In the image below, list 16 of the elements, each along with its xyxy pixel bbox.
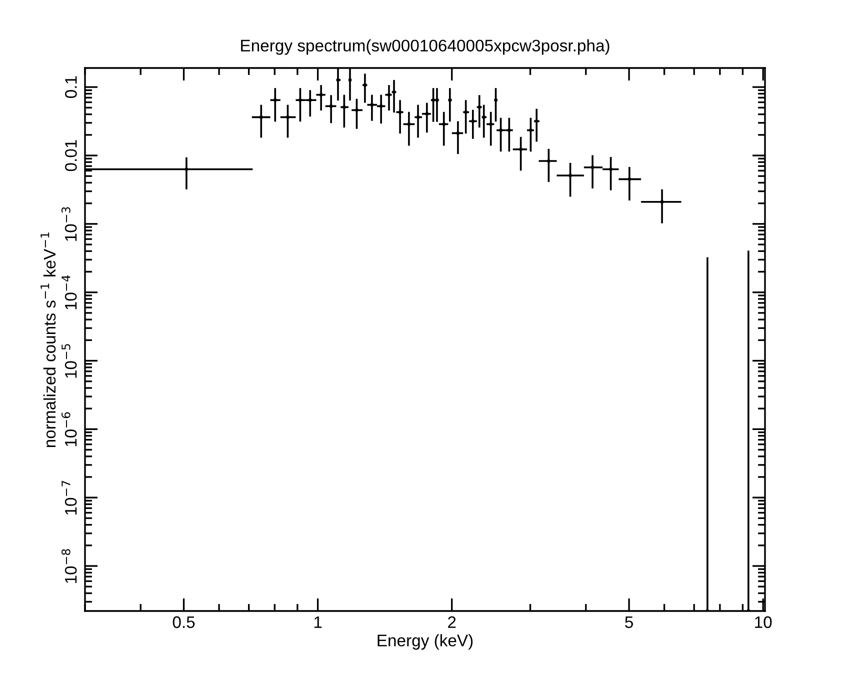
y-tick-label: 0.1 [65, 76, 77, 98]
x-tick-label: 5 [625, 616, 633, 628]
chart-title: Energy spectrum(sw00010640005xpcw3posr.pha) [241, 39, 610, 55]
y-tick-label: 10$^{−3}$ [62, 207, 77, 241]
x-tick-label: 1 [314, 616, 322, 628]
x-axis-title: Energy (keV) [378, 634, 473, 650]
x-tick-label: 0.5 [172, 616, 195, 628]
x-tick-label: 2 [448, 616, 456, 628]
y-axis-title: normalized counts s$^{−1}$ keV$^{−1}$ [40, 232, 56, 448]
y-tick-label: 10$^{−6}$ [62, 412, 77, 446]
y-tick-label: 10$^{−7}$ [62, 480, 77, 515]
y-tick-label: 0.01 [65, 140, 77, 172]
y-tick-label: 10$^{−8}$ [62, 549, 77, 583]
x-tick-label: 10 [755, 616, 772, 628]
y-tick-label: 10$^{−4}$ [62, 275, 77, 310]
y-tick-label: 10$^{−5}$ [62, 344, 77, 378]
